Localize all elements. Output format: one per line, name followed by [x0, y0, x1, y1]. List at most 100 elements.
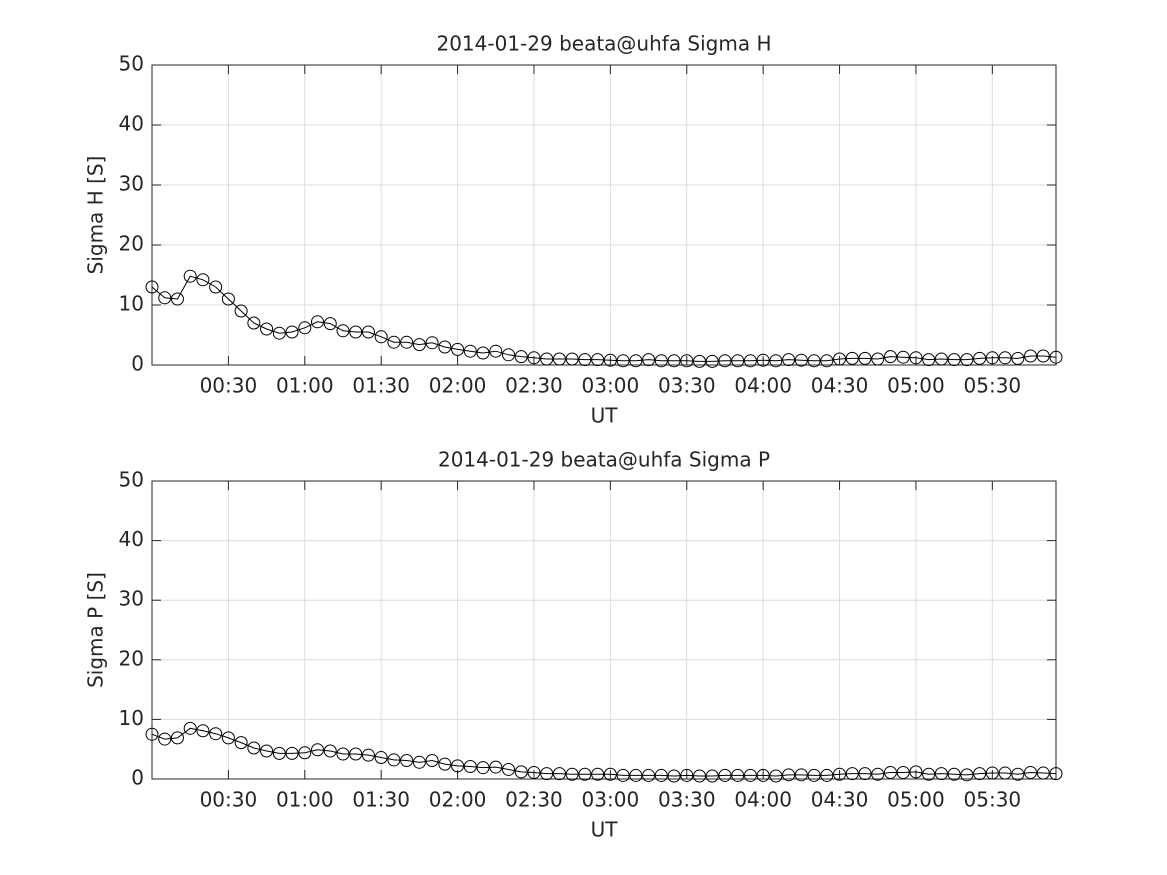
x-tick-label: 05:00	[887, 374, 945, 398]
marker	[858, 767, 872, 781]
x-tick-label: 03:00	[582, 788, 640, 812]
marker	[540, 767, 554, 781]
marker	[565, 352, 579, 366]
marker	[196, 724, 210, 738]
x-tick-label: 02:30	[505, 788, 563, 812]
marker	[158, 732, 172, 746]
marker	[234, 736, 248, 750]
marker	[311, 315, 325, 329]
marker	[489, 760, 503, 774]
x-axis-label: UT	[591, 404, 619, 428]
x-tick-label: 04:30	[811, 788, 869, 812]
marker	[145, 727, 159, 741]
series-line	[151, 727, 1057, 777]
marker	[247, 316, 261, 330]
marker	[1049, 350, 1063, 364]
marker	[158, 291, 172, 305]
marker	[782, 353, 796, 367]
marker	[412, 338, 426, 352]
marker	[578, 767, 592, 781]
y-tick-label: 40	[119, 112, 144, 136]
marker	[591, 767, 605, 781]
marker	[361, 748, 375, 762]
x-tick-label: 01:00	[276, 788, 334, 812]
marker	[361, 325, 375, 339]
x-tick-label: 05:00	[887, 788, 945, 812]
marker	[960, 353, 974, 367]
x-tick-label: 00:30	[200, 374, 258, 398]
marker	[540, 352, 554, 366]
x-tick-label: 02:30	[505, 374, 563, 398]
marker	[221, 731, 235, 745]
marker	[502, 762, 516, 776]
marker	[323, 317, 337, 331]
marker	[221, 292, 235, 306]
marker	[591, 353, 605, 367]
marker	[552, 352, 566, 366]
y-tick-label: 30	[119, 172, 144, 196]
marker	[234, 304, 248, 318]
marker	[871, 352, 885, 366]
marker	[336, 747, 350, 761]
marker	[782, 768, 796, 782]
marker	[833, 767, 847, 781]
marker	[807, 768, 821, 782]
marker	[922, 767, 936, 781]
y-tick-label: 10	[119, 292, 144, 316]
x-axis-label: UT	[591, 818, 619, 842]
marker	[374, 330, 388, 344]
marker	[603, 767, 617, 781]
marker	[272, 746, 286, 760]
marker	[260, 322, 274, 336]
marker	[629, 768, 643, 782]
marker	[552, 767, 566, 781]
marker	[960, 768, 974, 782]
marker	[985, 351, 999, 365]
marker	[922, 353, 936, 367]
marker	[298, 321, 312, 335]
marker	[858, 351, 872, 365]
marker	[349, 747, 363, 761]
marker	[1024, 349, 1038, 363]
marker	[285, 325, 299, 339]
marker	[400, 754, 414, 768]
marker	[514, 765, 528, 779]
marker	[769, 769, 783, 783]
marker	[463, 344, 477, 358]
marker	[985, 766, 999, 780]
x-tick-label: 01:30	[352, 788, 410, 812]
marker	[285, 746, 299, 760]
marker	[502, 348, 516, 362]
marker	[400, 335, 414, 349]
marker	[438, 757, 452, 771]
marker	[260, 744, 274, 758]
marker	[1036, 349, 1050, 363]
marker	[820, 354, 834, 368]
marker	[934, 767, 948, 781]
marker	[209, 280, 223, 294]
marker	[794, 768, 808, 782]
marker	[489, 344, 503, 358]
x-tick-label: 03:30	[658, 788, 716, 812]
marker	[680, 768, 694, 782]
marker	[833, 352, 847, 366]
x-tick-label: 00:30	[200, 788, 258, 812]
marker	[731, 768, 745, 782]
marker	[387, 753, 401, 767]
marker	[718, 768, 732, 782]
y-tick-label: 0	[131, 766, 144, 790]
marker	[731, 354, 745, 368]
marker	[476, 761, 490, 775]
marker	[756, 768, 770, 782]
chart-title: 2014-01-29 beata@uhfa Sigma P	[438, 448, 770, 472]
marker	[998, 351, 1012, 365]
marker	[998, 766, 1012, 780]
chart-title: 2014-01-29 beata@uhfa Sigma H	[436, 32, 771, 56]
marker	[769, 354, 783, 368]
marker	[578, 353, 592, 367]
marker	[629, 354, 643, 368]
marker	[896, 765, 910, 779]
marker	[616, 354, 630, 368]
y-tick-label: 40	[119, 527, 144, 551]
